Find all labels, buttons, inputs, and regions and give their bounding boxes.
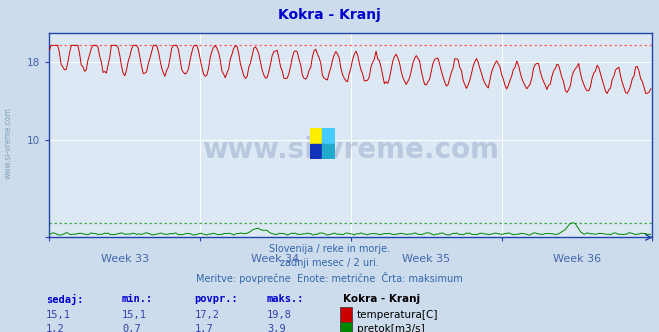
Text: 17,2: 17,2: [194, 310, 219, 320]
Text: 3,9: 3,9: [267, 324, 285, 332]
Text: 0,7: 0,7: [122, 324, 140, 332]
Text: min.:: min.:: [122, 294, 153, 304]
Text: 1,2: 1,2: [46, 324, 65, 332]
Bar: [310, 143, 322, 159]
Text: Kokra - Kranj: Kokra - Kranj: [278, 8, 381, 22]
Text: Week 34: Week 34: [252, 254, 300, 264]
Text: www.si-vreme.com: www.si-vreme.com: [202, 135, 500, 164]
Text: Kokra - Kranj: Kokra - Kranj: [343, 294, 420, 304]
Text: 15,1: 15,1: [122, 310, 147, 320]
Text: pretok[m3/s]: pretok[m3/s]: [357, 324, 425, 332]
Text: 15,1: 15,1: [46, 310, 71, 320]
Text: povpr.:: povpr.:: [194, 294, 238, 304]
Text: Week 33: Week 33: [101, 254, 149, 264]
Text: www.si-vreme.com: www.si-vreme.com: [3, 107, 13, 179]
Text: Week 36: Week 36: [553, 254, 601, 264]
Text: Slovenija / reke in morje.: Slovenija / reke in morje.: [269, 244, 390, 254]
Text: maks.:: maks.:: [267, 294, 304, 304]
Bar: [322, 128, 335, 143]
Text: 1,7: 1,7: [194, 324, 213, 332]
Bar: [322, 143, 335, 159]
Bar: [310, 128, 322, 143]
Text: temperatura[C]: temperatura[C]: [357, 310, 439, 320]
Text: 19,8: 19,8: [267, 310, 292, 320]
Text: Week 35: Week 35: [402, 254, 450, 264]
Text: sedaj:: sedaj:: [46, 294, 84, 305]
Text: Meritve: povprečne  Enote: metrične  Črta: maksimum: Meritve: povprečne Enote: metrične Črta:…: [196, 272, 463, 284]
Text: zadnji mesec / 2 uri.: zadnji mesec / 2 uri.: [280, 258, 379, 268]
